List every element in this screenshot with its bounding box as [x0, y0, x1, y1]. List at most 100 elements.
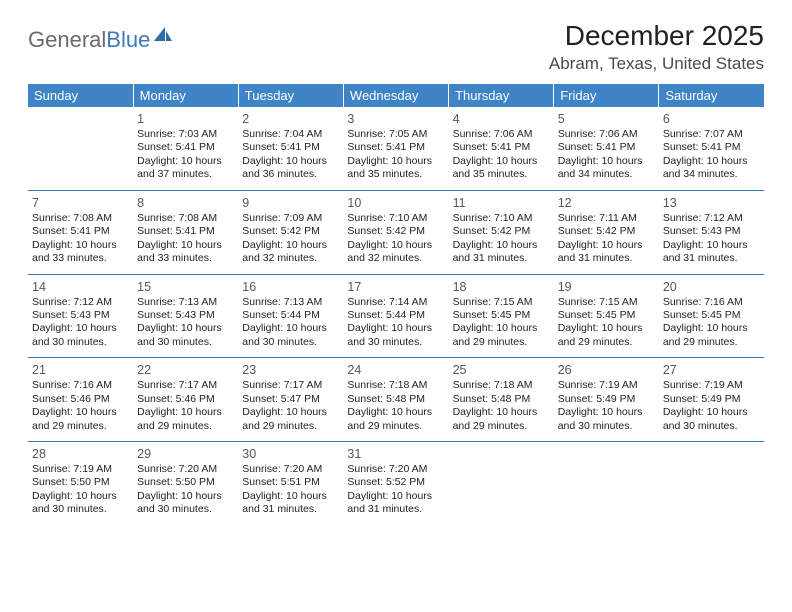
sail-icon — [153, 26, 173, 49]
day-number: 25 — [453, 362, 550, 378]
sunrise-text: Sunrise: 7:09 AM — [242, 212, 339, 225]
calendar-day-cell: 14Sunrise: 7:12 AMSunset: 5:43 PMDayligh… — [28, 274, 133, 358]
daylight-text: Daylight: 10 hours and 29 minutes. — [453, 322, 550, 349]
calendar-table: SundayMondayTuesdayWednesdayThursdayFrid… — [28, 84, 764, 525]
title-block: December 2025 Abram, Texas, United State… — [549, 20, 764, 74]
day-number: 16 — [242, 279, 339, 295]
daylight-text: Daylight: 10 hours and 31 minutes. — [663, 239, 760, 266]
daylight-text: Daylight: 10 hours and 34 minutes. — [558, 155, 655, 182]
calendar-day-cell: 17Sunrise: 7:14 AMSunset: 5:44 PMDayligh… — [343, 274, 448, 358]
day-number: 15 — [137, 279, 234, 295]
day-number: 10 — [347, 195, 444, 211]
calendar-day-cell: 3Sunrise: 7:05 AMSunset: 5:41 PMDaylight… — [343, 107, 448, 190]
weekday-header: Wednesday — [343, 84, 448, 107]
weekday-header: Tuesday — [238, 84, 343, 107]
daylight-text: Daylight: 10 hours and 30 minutes. — [347, 322, 444, 349]
day-number: 19 — [558, 279, 655, 295]
sunset-text: Sunset: 5:45 PM — [558, 309, 655, 322]
calendar-day-cell: 9Sunrise: 7:09 AMSunset: 5:42 PMDaylight… — [238, 190, 343, 274]
daylight-text: Daylight: 10 hours and 31 minutes. — [242, 490, 339, 517]
calendar-day-cell: 20Sunrise: 7:16 AMSunset: 5:45 PMDayligh… — [659, 274, 764, 358]
sunrise-text: Sunrise: 7:16 AM — [663, 296, 760, 309]
calendar-day-cell: 27Sunrise: 7:19 AMSunset: 5:49 PMDayligh… — [659, 358, 764, 442]
sunrise-text: Sunrise: 7:15 AM — [453, 296, 550, 309]
sunrise-text: Sunrise: 7:04 AM — [242, 128, 339, 141]
daylight-text: Daylight: 10 hours and 32 minutes. — [242, 239, 339, 266]
day-number: 2 — [242, 111, 339, 127]
sunrise-text: Sunrise: 7:11 AM — [558, 212, 655, 225]
day-number: 7 — [32, 195, 129, 211]
sunset-text: Sunset: 5:42 PM — [453, 225, 550, 238]
calendar-day-cell — [28, 107, 133, 190]
sunrise-text: Sunrise: 7:14 AM — [347, 296, 444, 309]
sunset-text: Sunset: 5:47 PM — [242, 393, 339, 406]
daylight-text: Daylight: 10 hours and 29 minutes. — [32, 406, 129, 433]
sunset-text: Sunset: 5:48 PM — [347, 393, 444, 406]
sunset-text: Sunset: 5:49 PM — [663, 393, 760, 406]
daylight-text: Daylight: 10 hours and 35 minutes. — [347, 155, 444, 182]
daylight-text: Daylight: 10 hours and 37 minutes. — [137, 155, 234, 182]
daylight-text: Daylight: 10 hours and 29 minutes. — [242, 406, 339, 433]
sunset-text: Sunset: 5:41 PM — [137, 225, 234, 238]
calendar-day-cell: 29Sunrise: 7:20 AMSunset: 5:50 PMDayligh… — [133, 442, 238, 525]
calendar-day-cell: 30Sunrise: 7:20 AMSunset: 5:51 PMDayligh… — [238, 442, 343, 525]
daylight-text: Daylight: 10 hours and 30 minutes. — [32, 490, 129, 517]
sunrise-text: Sunrise: 7:06 AM — [558, 128, 655, 141]
sunrise-text: Sunrise: 7:20 AM — [347, 463, 444, 476]
sunset-text: Sunset: 5:48 PM — [453, 393, 550, 406]
calendar-day-cell: 28Sunrise: 7:19 AMSunset: 5:50 PMDayligh… — [28, 442, 133, 525]
sunset-text: Sunset: 5:41 PM — [137, 141, 234, 154]
sunset-text: Sunset: 5:41 PM — [558, 141, 655, 154]
calendar-day-cell: 7Sunrise: 7:08 AMSunset: 5:41 PMDaylight… — [28, 190, 133, 274]
sunset-text: Sunset: 5:43 PM — [32, 309, 129, 322]
month-title: December 2025 — [549, 20, 764, 52]
day-number: 12 — [558, 195, 655, 211]
day-number: 23 — [242, 362, 339, 378]
sunrise-text: Sunrise: 7:07 AM — [663, 128, 760, 141]
daylight-text: Daylight: 10 hours and 30 minutes. — [242, 322, 339, 349]
calendar-day-cell: 8Sunrise: 7:08 AMSunset: 5:41 PMDaylight… — [133, 190, 238, 274]
sunset-text: Sunset: 5:52 PM — [347, 476, 444, 489]
calendar-day-cell: 12Sunrise: 7:11 AMSunset: 5:42 PMDayligh… — [554, 190, 659, 274]
sunset-text: Sunset: 5:46 PM — [32, 393, 129, 406]
day-number: 31 — [347, 446, 444, 462]
day-number: 20 — [663, 279, 760, 295]
daylight-text: Daylight: 10 hours and 29 minutes. — [453, 406, 550, 433]
sunset-text: Sunset: 5:42 PM — [558, 225, 655, 238]
sunrise-text: Sunrise: 7:10 AM — [347, 212, 444, 225]
calendar-day-cell: 23Sunrise: 7:17 AMSunset: 5:47 PMDayligh… — [238, 358, 343, 442]
daylight-text: Daylight: 10 hours and 31 minutes. — [558, 239, 655, 266]
day-number: 21 — [32, 362, 129, 378]
sunrise-text: Sunrise: 7:06 AM — [453, 128, 550, 141]
logo-text-general: General — [28, 27, 106, 53]
day-number: 3 — [347, 111, 444, 127]
day-number: 30 — [242, 446, 339, 462]
calendar-week-row: 28Sunrise: 7:19 AMSunset: 5:50 PMDayligh… — [28, 442, 764, 525]
day-number: 5 — [558, 111, 655, 127]
day-number: 22 — [137, 362, 234, 378]
sunset-text: Sunset: 5:41 PM — [32, 225, 129, 238]
sunrise-text: Sunrise: 7:19 AM — [32, 463, 129, 476]
calendar-day-cell: 5Sunrise: 7:06 AMSunset: 5:41 PMDaylight… — [554, 107, 659, 190]
logo: GeneralBlue — [28, 26, 173, 53]
day-number: 13 — [663, 195, 760, 211]
daylight-text: Daylight: 10 hours and 31 minutes. — [453, 239, 550, 266]
day-number: 14 — [32, 279, 129, 295]
sunset-text: Sunset: 5:42 PM — [347, 225, 444, 238]
sunrise-text: Sunrise: 7:05 AM — [347, 128, 444, 141]
sunrise-text: Sunrise: 7:19 AM — [663, 379, 760, 392]
calendar-day-cell: 15Sunrise: 7:13 AMSunset: 5:43 PMDayligh… — [133, 274, 238, 358]
sunrise-text: Sunrise: 7:08 AM — [32, 212, 129, 225]
day-number: 26 — [558, 362, 655, 378]
sunset-text: Sunset: 5:45 PM — [453, 309, 550, 322]
calendar-day-cell: 6Sunrise: 7:07 AMSunset: 5:41 PMDaylight… — [659, 107, 764, 190]
calendar-week-row: 21Sunrise: 7:16 AMSunset: 5:46 PMDayligh… — [28, 358, 764, 442]
calendar-day-cell: 10Sunrise: 7:10 AMSunset: 5:42 PMDayligh… — [343, 190, 448, 274]
sunset-text: Sunset: 5:42 PM — [242, 225, 339, 238]
sunset-text: Sunset: 5:46 PM — [137, 393, 234, 406]
calendar-page: GeneralBlue December 2025 Abram, Texas, … — [0, 0, 792, 545]
day-number: 1 — [137, 111, 234, 127]
daylight-text: Daylight: 10 hours and 29 minutes. — [347, 406, 444, 433]
calendar-day-cell: 24Sunrise: 7:18 AMSunset: 5:48 PMDayligh… — [343, 358, 448, 442]
calendar-day-cell: 18Sunrise: 7:15 AMSunset: 5:45 PMDayligh… — [449, 274, 554, 358]
